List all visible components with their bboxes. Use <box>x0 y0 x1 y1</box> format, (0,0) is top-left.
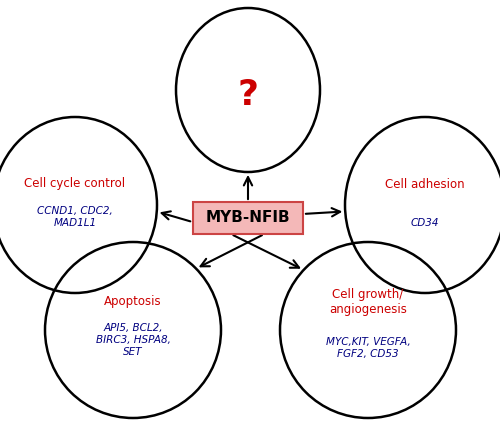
Text: CCND1, CDC2,
MAD1L1: CCND1, CDC2, MAD1L1 <box>37 206 113 228</box>
Text: Apoptosis: Apoptosis <box>104 296 162 308</box>
Text: Cell adhesion: Cell adhesion <box>385 179 465 191</box>
Text: API5, BCL2,
BIRC3, HSPA8,
SET: API5, BCL2, BIRC3, HSPA8, SET <box>96 323 170 357</box>
Text: Cell cycle control: Cell cycle control <box>24 177 126 190</box>
Text: MYB-NFIB: MYB-NFIB <box>206 211 290 226</box>
Text: CD34: CD34 <box>411 218 440 228</box>
Text: ?: ? <box>238 78 258 112</box>
Text: Cell growth/
angiogenesis: Cell growth/ angiogenesis <box>329 288 407 316</box>
Text: MYC,KIT, VEGFA,
FGF2, CD53: MYC,KIT, VEGFA, FGF2, CD53 <box>326 337 410 359</box>
FancyBboxPatch shape <box>193 202 303 234</box>
